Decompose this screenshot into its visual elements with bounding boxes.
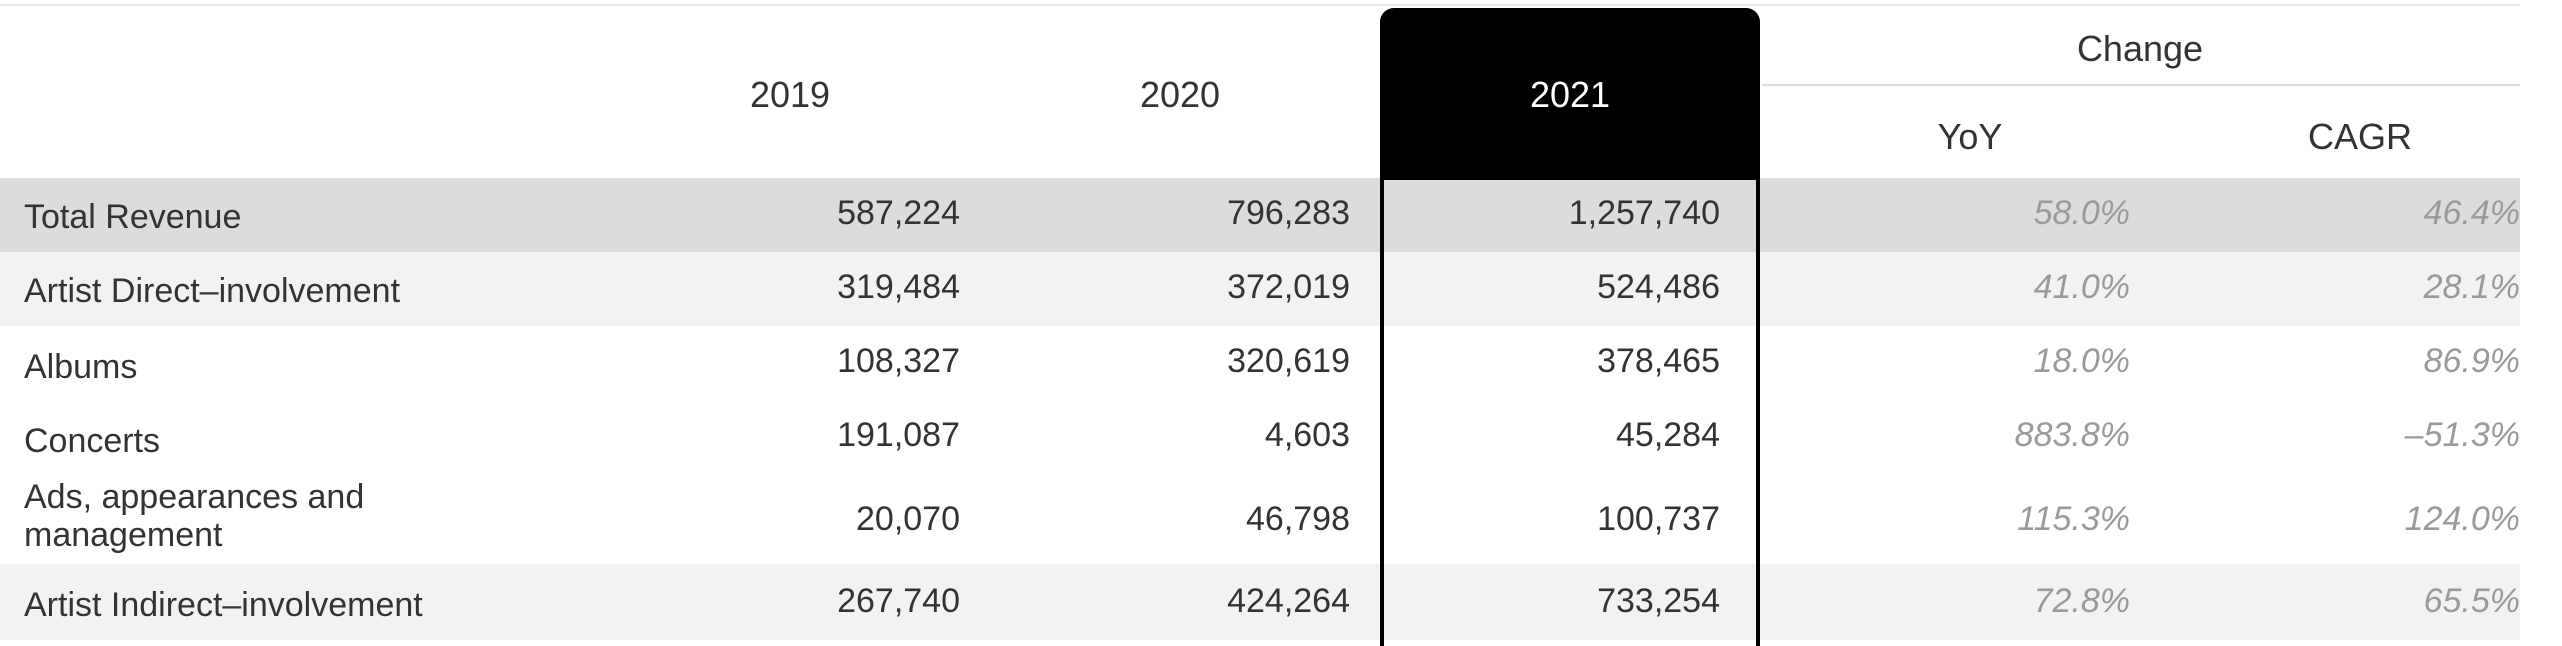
row-label: Artist Indirect–involvement — [24, 586, 423, 624]
value-yoy: 58.0% — [2033, 194, 2130, 232]
value-2019: 191,087 — [837, 416, 960, 454]
value-2020: 796,283 — [1227, 194, 1350, 232]
value-2020: 320,619 — [1227, 342, 1350, 380]
value-2021: 100,737 — [1597, 500, 1720, 538]
row-label: Ads, appearances and management — [24, 478, 365, 554]
table-row-ads-appearances: Ads, appearances and management 20,070 4… — [0, 474, 2520, 564]
row-label: Artist Direct–involvement — [24, 272, 401, 310]
table-row-concerts: Concerts 191,087 4,603 45,284 883.8% –51… — [0, 400, 2520, 474]
value-yoy: 18.0% — [2033, 342, 2130, 380]
table-row-total-revenue: Total Revenue 587,224 796,283 1,257,740 … — [0, 178, 2520, 252]
table-row-artist-indirect: Artist Indirect–involvement 267,740 424,… — [0, 564, 2520, 640]
value-2021: 1,257,740 — [1568, 194, 1720, 232]
value-2021: 733,254 — [1597, 582, 1720, 620]
value-2019: 20,070 — [856, 500, 960, 538]
column-header-2021: 2021 — [1529, 74, 1611, 115]
value-2021: 45,284 — [1616, 416, 1720, 454]
value-yoy: 883.8% — [2014, 416, 2130, 454]
change-group-rule — [1762, 84, 2520, 86]
value-yoy: 115.3% — [2017, 500, 2130, 538]
row-label: Albums — [24, 348, 138, 386]
value-2021: 524,486 — [1597, 268, 1720, 306]
column-header-2020: 2020 — [1139, 74, 1221, 115]
column-group-change: Change — [2076, 28, 2204, 69]
value-cagr: 46.4% — [2423, 194, 2520, 232]
value-2019: 319,484 — [837, 268, 960, 306]
column-header-2019: 2019 — [749, 74, 831, 115]
value-2019: 587,224 — [837, 194, 960, 232]
row-label: Total Revenue — [24, 198, 242, 236]
value-yoy: 41.0% — [2033, 268, 2130, 306]
value-2020: 4,603 — [1264, 416, 1350, 454]
column-header-yoy: YoY — [1937, 116, 2003, 157]
value-2019: 267,740 — [837, 582, 960, 620]
value-cagr: 65.5% — [2423, 582, 2520, 620]
value-yoy: 72.8% — [2033, 582, 2130, 620]
value-2019: 108,327 — [837, 342, 960, 380]
value-cagr: –51.3% — [2404, 416, 2520, 454]
table-row-artist-direct: Artist Direct–involvement 319,484 372,01… — [0, 252, 2520, 326]
value-2020: 424,264 — [1227, 582, 1350, 620]
value-2020: 372,019 — [1227, 268, 1350, 306]
value-cagr: 86.9% — [2423, 342, 2520, 380]
column-header-cagr: CAGR — [2307, 116, 2412, 157]
table-row-albums: Albums 108,327 320,619 378,465 18.0% 86.… — [0, 326, 2520, 400]
value-2020: 46,798 — [1246, 500, 1350, 538]
highlight-column-header — [1380, 8, 1760, 180]
highlight-column-border — [1380, 172, 1760, 646]
value-cagr: 28.1% — [2423, 268, 2520, 306]
top-rule — [0, 4, 2520, 6]
row-label: Concerts — [24, 422, 161, 460]
value-2021: 378,465 — [1597, 342, 1720, 380]
value-cagr: 124.0% — [2404, 500, 2520, 538]
